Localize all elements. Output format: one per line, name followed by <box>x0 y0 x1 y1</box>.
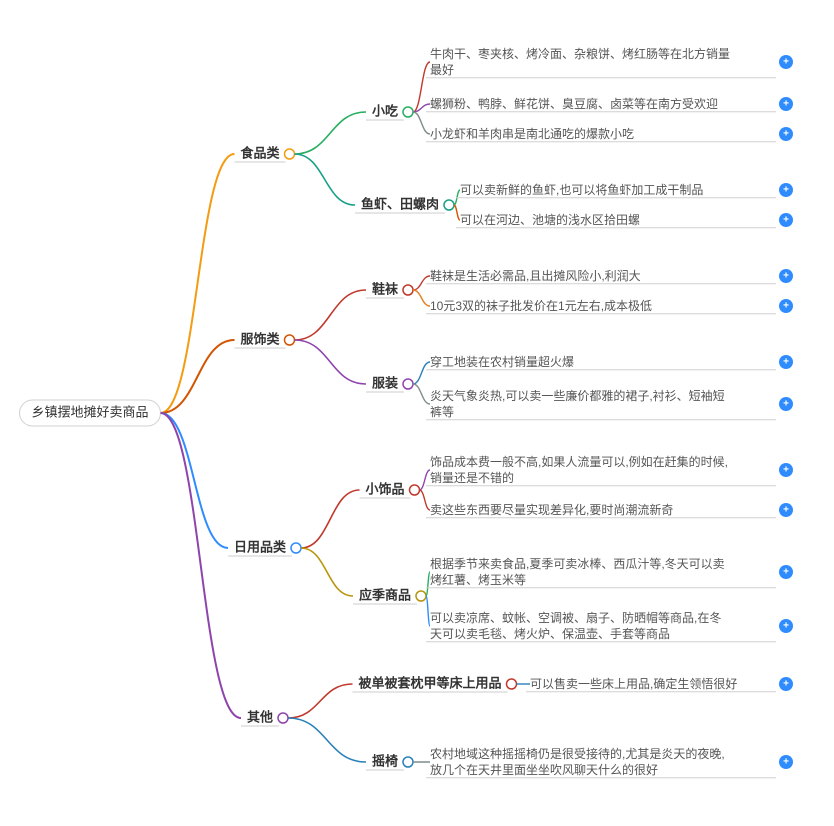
expand-circle[interactable] <box>507 679 517 689</box>
expand-circle[interactable] <box>285 149 295 159</box>
root-label: 乡镇摆地摊好卖商品 <box>31 404 148 419</box>
leaf-text: 可以卖新鲜的鱼虾,也可以将鱼虾加工成干制品 <box>460 182 703 197</box>
level2-node[interactable]: 被单被套枕甲等床上用品 <box>357 675 501 690</box>
edge <box>420 470 431 490</box>
add-icon-glyph: + <box>783 271 789 282</box>
expand-circle[interactable] <box>403 285 413 295</box>
leaf-text: 炎天气象炎热,可以卖一些廉价都雅的裙子,衬衫、短袖短 <box>430 388 725 403</box>
edge <box>288 718 366 762</box>
add-icon-glyph: + <box>783 757 789 768</box>
leaf-text: 螺狮粉、鸭脖、鲜花饼、臭豆腐、卤菜等在南方受欢迎 <box>430 96 718 111</box>
expand-circle[interactable] <box>410 485 420 495</box>
edge <box>413 276 430 290</box>
leaf-text: 裤等 <box>430 405 454 419</box>
add-icon-glyph: + <box>783 399 789 410</box>
level1-node[interactable]: 日用品类 <box>234 539 287 554</box>
add-icon-glyph: + <box>783 185 789 196</box>
expand-circle[interactable] <box>403 757 413 767</box>
leaf-text: 10元3双的袜子批发价在1元左右,成本极低 <box>430 298 652 313</box>
level1-node[interactable]: 服饰类 <box>240 331 280 346</box>
edge <box>161 413 229 548</box>
leaf-text: 牛肉干、枣夹核、烤冷面、杂粮饼、烤红肠等在北方销量 <box>430 46 730 61</box>
edge <box>295 290 367 340</box>
edge <box>413 112 430 134</box>
level1-node[interactable]: 食品类 <box>240 145 280 160</box>
leaf-text: 穿工地装在农村销量超火爆 <box>430 354 574 369</box>
add-icon-glyph: + <box>783 567 789 578</box>
leaf-text: 可以卖凉席、蚊帐、空调被、扇子、防晒帽等商品,在冬 <box>430 610 721 625</box>
level2-node[interactable]: 小吃 <box>372 103 398 118</box>
edge <box>413 362 430 384</box>
add-icon-glyph: + <box>783 465 789 476</box>
leaf-text: 卖这些东西要尽量实现差异化,要时尚潮流新奇 <box>430 502 673 517</box>
add-icon-glyph: + <box>783 505 789 516</box>
add-icon-glyph: + <box>783 57 789 68</box>
leaf-text: 可以在河边、池塘的浅水区拾田螺 <box>460 212 640 227</box>
edge <box>413 290 430 306</box>
add-icon-glyph: + <box>783 129 789 140</box>
expand-circle[interactable] <box>444 200 454 210</box>
leaf-text: 小龙虾和羊肉串是南北通吃的爆款小吃 <box>430 126 634 141</box>
level1-node[interactable]: 其他 <box>247 709 273 724</box>
edge <box>413 384 430 404</box>
leaf-text: 烤红薯、烤玉米等 <box>430 572 526 587</box>
add-icon-glyph: + <box>783 357 789 368</box>
edge <box>301 548 353 596</box>
add-icon-glyph: + <box>783 215 789 226</box>
leaf-text: 可以售卖一些床上用品,确定生领悟很好 <box>530 676 737 691</box>
edge <box>295 340 367 384</box>
expand-circle[interactable] <box>291 543 301 553</box>
edge <box>420 490 431 510</box>
expand-circle[interactable] <box>278 713 288 723</box>
leaf-text: 根据季节来卖食品,夏季可卖冰棒、西瓜汁等,冬天可以卖 <box>430 556 725 571</box>
level2-node[interactable]: 应季商品 <box>359 587 411 602</box>
expand-circle[interactable] <box>403 379 413 389</box>
leaf-text: 销量还是不错的 <box>430 470 514 485</box>
level2-node[interactable]: 鞋袜 <box>372 281 399 296</box>
level2-node[interactable]: 鱼虾、田螺肉 <box>361 196 439 211</box>
add-icon-glyph: + <box>783 99 789 110</box>
leaf-text: 放几个在天井里面坐坐吹风聊天什么的很好 <box>430 762 658 777</box>
edge <box>161 154 235 413</box>
level2-node[interactable]: 服装 <box>372 375 398 390</box>
edge <box>301 490 360 548</box>
edge <box>161 413 242 718</box>
leaf-text: 鞋袜是生活必需品,且出摊风险小,利润大 <box>430 268 641 283</box>
level2-node[interactable]: 小饰品 <box>365 481 404 496</box>
add-icon-glyph: + <box>783 621 789 632</box>
mindmap-canvas: 乡镇摆地摊好卖商品 食品类服饰类日用品类其他 小吃鱼虾、田螺肉鞋袜服装小饰品应季商品… <box>0 0 834 826</box>
level2-node[interactable]: 摇椅 <box>372 753 398 768</box>
leaf-text: 天可以卖毛毯、烤火炉、保温壶、手套等商品 <box>430 626 670 641</box>
edge <box>295 112 367 154</box>
expand-circle[interactable] <box>285 335 295 345</box>
expand-circle[interactable] <box>403 107 413 117</box>
leaf-text: 最好 <box>430 63 454 77</box>
leaf-text: 农村地域这种摇摇椅仍是很受接待的,尤其是炎天的夜晚, <box>430 746 725 761</box>
expand-circle[interactable] <box>416 591 426 601</box>
leaf-text: 饰品成本费一般不高,如果人流量可以,例如在赶集的时候, <box>430 454 728 469</box>
add-icon-glyph: + <box>783 679 789 690</box>
edge <box>295 154 356 205</box>
add-icon-glyph: + <box>783 301 789 312</box>
edge <box>288 684 353 718</box>
